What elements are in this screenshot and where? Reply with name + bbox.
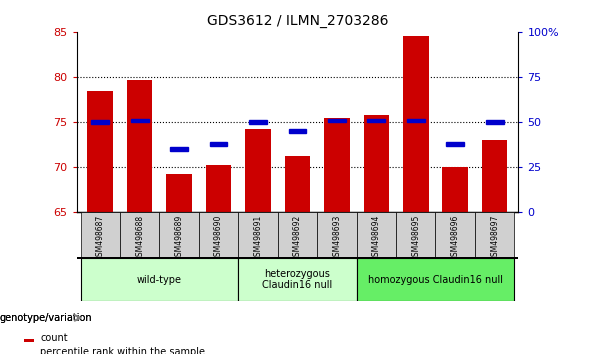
Bar [206,165,231,212]
Text: GSM498691: GSM498691 [253,215,263,261]
Bar [486,120,504,124]
Text: GSM498695: GSM498695 [411,215,421,261]
Bar [87,91,113,212]
Bar [81,258,239,301]
Text: count: count [40,332,68,343]
Bar [356,212,396,258]
Bar [170,147,188,151]
Bar [396,212,435,258]
Text: GSM498687: GSM498687 [96,215,105,261]
Bar [278,212,317,258]
Bar [127,80,153,212]
Text: GSM498690: GSM498690 [214,215,223,261]
Bar [245,129,271,212]
Bar [446,142,464,145]
Bar [289,129,306,133]
Bar [91,120,109,124]
Text: genotype/variation: genotype/variation [0,313,92,323]
Bar [120,212,160,258]
Bar [317,212,356,258]
Text: GSM498694: GSM498694 [372,215,381,261]
Bar [166,175,192,212]
Bar [475,212,514,258]
Bar [249,120,267,124]
Bar [407,119,425,122]
Title: GDS3612 / ILMN_2703286: GDS3612 / ILMN_2703286 [207,14,388,28]
Text: GSM498688: GSM498688 [135,215,144,261]
Bar [324,118,350,212]
Text: GSM498692: GSM498692 [293,215,302,261]
Text: heterozygous
Claudin16 null: heterozygous Claudin16 null [262,269,333,291]
Bar [239,212,278,258]
Text: wild-type: wild-type [137,275,182,285]
Text: GSM498697: GSM498697 [490,215,499,261]
Bar [210,142,227,145]
Bar [403,36,429,212]
Bar [482,140,508,212]
Text: GSM498696: GSM498696 [451,215,459,261]
Text: homozygous Claudin16 null: homozygous Claudin16 null [368,275,503,285]
Bar [131,119,148,122]
Bar [368,119,385,122]
Bar [435,212,475,258]
Text: GSM498693: GSM498693 [332,215,342,261]
Bar [363,115,389,212]
Bar [284,156,310,212]
Bar [239,258,356,301]
Bar [160,212,199,258]
Text: percentile rank within the sample: percentile rank within the sample [40,347,205,354]
Bar [81,212,120,258]
Bar [442,167,468,212]
Bar [356,258,514,301]
Bar [199,212,239,258]
Text: GSM498689: GSM498689 [174,215,184,261]
Bar [24,339,34,342]
Text: genotype/variation: genotype/variation [0,313,92,323]
Bar [328,119,346,122]
